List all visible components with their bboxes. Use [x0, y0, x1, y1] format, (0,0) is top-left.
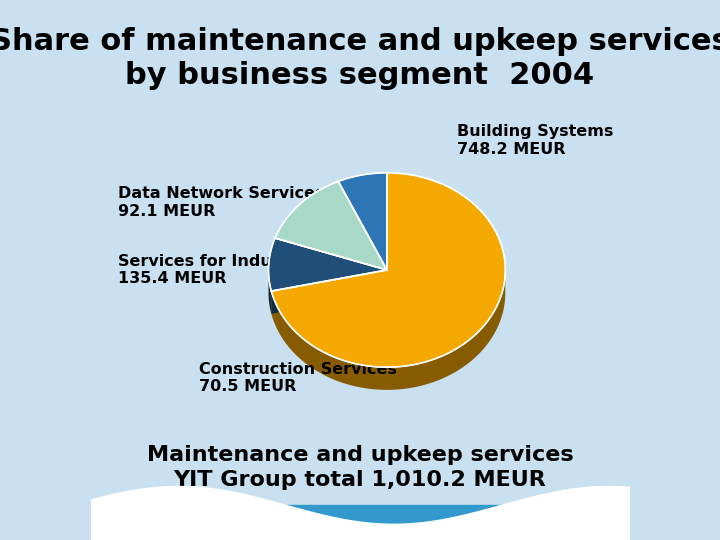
- Polygon shape: [269, 238, 387, 291]
- Text: 15 February 2005   |   YIT CORPORATION: 15 February 2005 | YIT CORPORATION: [197, 517, 394, 528]
- Text: Maintenance and upkeep services
YIT Group total 1,010.2 MEUR: Maintenance and upkeep services YIT Grou…: [147, 445, 573, 489]
- Text: 24: 24: [123, 517, 135, 527]
- Polygon shape: [338, 173, 387, 270]
- Text: Data Network Services
92.1 MEUR: Data Network Services 92.1 MEUR: [118, 186, 324, 219]
- Polygon shape: [271, 270, 387, 314]
- Bar: [91, 505, 629, 540]
- Polygon shape: [271, 272, 505, 390]
- Polygon shape: [271, 173, 505, 367]
- Polygon shape: [275, 181, 387, 270]
- Text: Building Systems
748.2 MEUR: Building Systems 748.2 MEUR: [457, 124, 613, 157]
- Text: Construction Services
70.5 MEUR: Construction Services 70.5 MEUR: [199, 362, 397, 394]
- Text: Services for Industry
135.4 MEUR: Services for Industry 135.4 MEUR: [118, 254, 307, 286]
- Polygon shape: [269, 270, 271, 314]
- Polygon shape: [271, 270, 387, 314]
- Text: Share of maintenance and upkeep services
by business segment  2004: Share of maintenance and upkeep services…: [0, 27, 720, 90]
